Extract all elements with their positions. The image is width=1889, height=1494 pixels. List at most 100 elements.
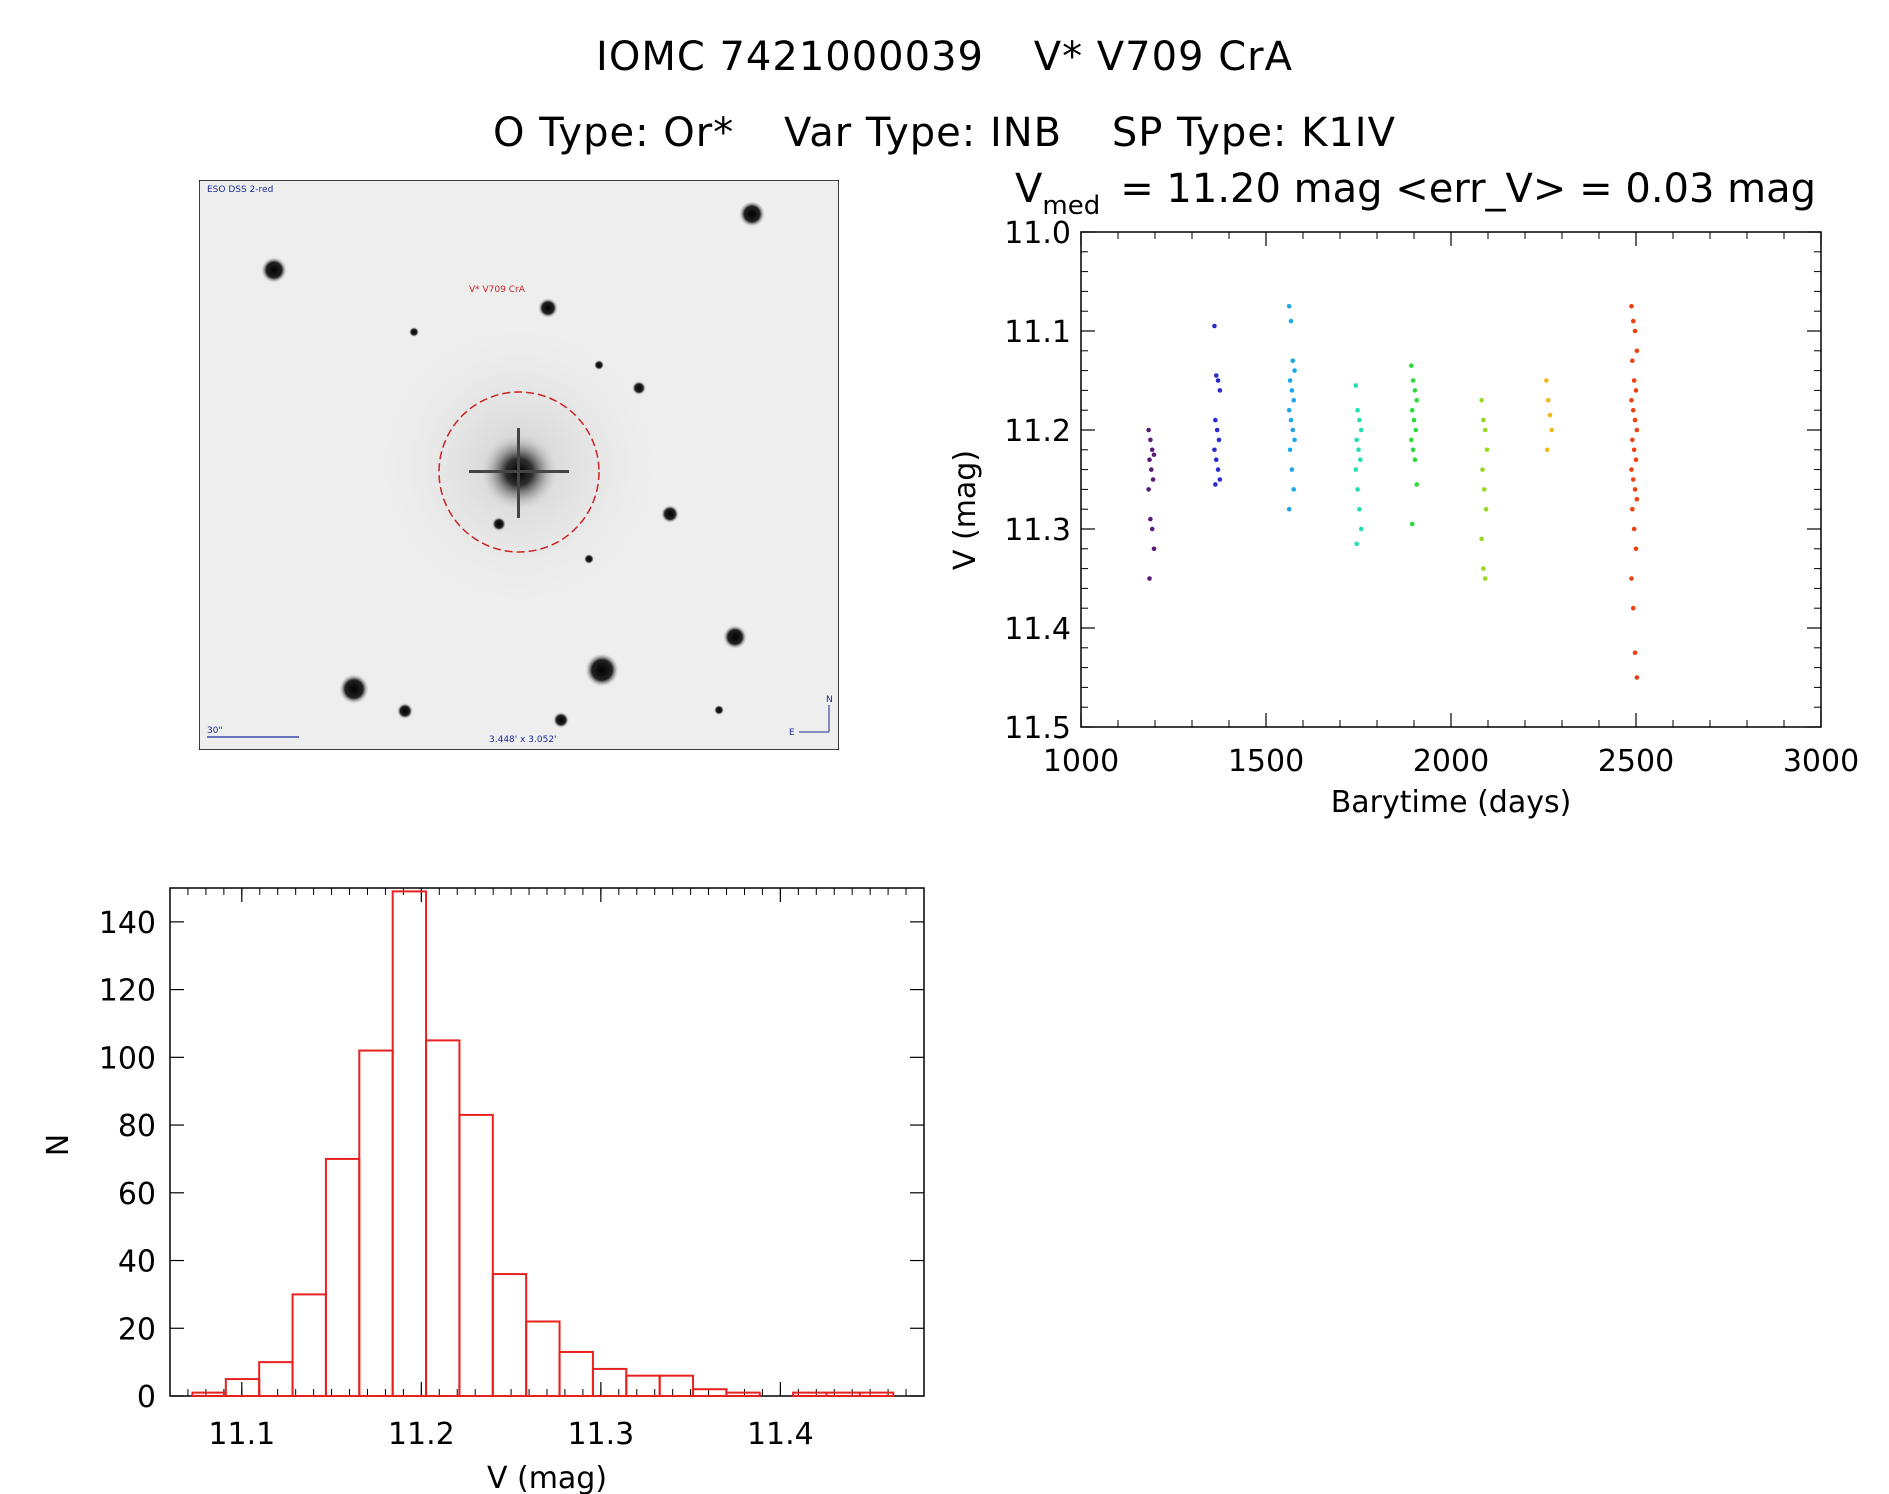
- lc-point: [1288, 417, 1294, 423]
- lc-point: [1633, 546, 1639, 552]
- lc-point: [1354, 541, 1359, 547]
- lc-point: [1409, 407, 1415, 413]
- hist-ytick-label: 140: [99, 906, 156, 941]
- compass-east: E: [789, 728, 795, 738]
- lc-ytick-label: 11.1: [1004, 315, 1071, 350]
- lc-point: [1357, 506, 1362, 512]
- lc-point: [1358, 526, 1364, 532]
- hist-ytick-label: 20: [118, 1312, 156, 1347]
- hist-ytick-label: 40: [118, 1245, 156, 1280]
- hist-bar: [458, 1113, 494, 1397]
- lc-point: [1215, 467, 1221, 472]
- compass-north: N: [826, 695, 833, 705]
- lc-point: [1147, 576, 1152, 581]
- lc-point: [1482, 487, 1487, 492]
- lc-point: [1544, 447, 1550, 453]
- hist-bar: [591, 1367, 628, 1397]
- hist-ytick-label: 0: [137, 1380, 156, 1415]
- survey-label: ESO DSS 2-red: [207, 185, 273, 195]
- lc-point: [1353, 383, 1359, 388]
- lc-point: [1545, 398, 1551, 403]
- lc-point: [1480, 467, 1485, 472]
- lc-point: [1358, 457, 1363, 463]
- light-curve-chart: Vmed = 11.20 mag <err_V> = 0.03 mag 1000 1…: [948, 166, 1859, 820]
- lc-point: [1289, 388, 1295, 393]
- lc-point: [1289, 467, 1295, 472]
- lc-point: [1482, 427, 1488, 433]
- lc-ytick-label: 11.3: [1004, 513, 1071, 548]
- lc-xlabel: Barytime (days): [1331, 785, 1572, 820]
- lc-point: [1292, 368, 1297, 373]
- lc-point: [1150, 477, 1156, 482]
- lc-point: [1357, 417, 1362, 423]
- lc-point: [1409, 521, 1415, 527]
- lc-point: [1213, 373, 1219, 378]
- lc-point: [1630, 318, 1636, 324]
- lc-point: [1151, 546, 1157, 552]
- hist-bar: [224, 1378, 261, 1397]
- hist-ytick-label: 100: [99, 1041, 156, 1076]
- lc-xtick-label: 1500: [1228, 744, 1304, 779]
- lc-title-rest: = 11.20 mag <err_V> = 0.03 mag: [1120, 166, 1816, 212]
- object-name: V* V709 CrA: [1033, 34, 1293, 80]
- lc-point: [1630, 358, 1635, 364]
- lc-point: [1216, 437, 1222, 443]
- lc-point: [1287, 378, 1293, 383]
- lc-point: [1353, 467, 1359, 472]
- lc-point: [1286, 407, 1292, 413]
- hist-bar: [491, 1273, 528, 1397]
- hist-xtick-label: 11.2: [388, 1417, 455, 1452]
- title-line-1: IOMC 7421000039 V* V709 CrA: [0, 34, 1889, 80]
- hist-xtick-label: 11.4: [747, 1417, 814, 1452]
- title-line-2: O Type: Or* Var Type: INB SP Type: K1IV: [0, 110, 1889, 156]
- lc-point: [1414, 398, 1419, 403]
- lc-title-v: V: [1015, 166, 1043, 212]
- lc-title: Vmed = 11.20 mag <err_V> = 0.03 mag: [1015, 166, 1816, 221]
- lc-point: [1629, 303, 1634, 309]
- target-star: [469, 428, 569, 518]
- lc-point: [1410, 447, 1416, 453]
- lc-ytick-label: 11.0: [1004, 216, 1071, 251]
- hist-bar: [258, 1361, 294, 1397]
- object-id: IOMC 7421000039: [596, 34, 984, 80]
- lc-point: [1484, 447, 1490, 453]
- lc-point: [1632, 417, 1638, 423]
- hist-xlabel: V (mag): [487, 1461, 607, 1494]
- lc-point: [1630, 477, 1636, 482]
- lc-point: [1634, 348, 1640, 354]
- lc-point: [1634, 427, 1640, 433]
- hist-bars: [191, 890, 895, 1398]
- lc-point: [1292, 437, 1297, 443]
- lc-ytick-label: 11.2: [1004, 414, 1071, 449]
- lc-point: [1217, 388, 1223, 393]
- lc-point: [1354, 437, 1359, 443]
- compass: N E: [789, 695, 833, 738]
- scale-label: 30": [207, 726, 223, 736]
- lc-point: [1544, 378, 1549, 383]
- lc-xtick-label: 3000: [1783, 744, 1859, 779]
- lc-point: [1409, 363, 1414, 368]
- hist-ytick-label: 120: [99, 974, 156, 1009]
- lc-point: [1355, 407, 1360, 413]
- lc-point: [1151, 452, 1157, 458]
- lc-point: [1483, 506, 1489, 512]
- lc-point: [1632, 328, 1638, 334]
- lc-point: [1291, 487, 1296, 492]
- hist-xtick-label: 11.1: [208, 1417, 275, 1452]
- lc-point: [1149, 467, 1154, 472]
- lc-point: [1629, 467, 1634, 472]
- lc-point: [1549, 427, 1555, 433]
- lc-point: [1287, 447, 1293, 453]
- lc-point: [1286, 303, 1292, 309]
- hist-bar: [291, 1293, 327, 1398]
- lc-point: [1217, 477, 1223, 482]
- hist-ylabel: N: [41, 1134, 76, 1156]
- lc-xtick-label: 2000: [1413, 744, 1489, 779]
- lc-data-points: [1146, 303, 1640, 680]
- lc-point: [1479, 536, 1484, 542]
- lc-xtick-label: 1000: [1043, 744, 1119, 779]
- hist-bar: [324, 1157, 361, 1398]
- lc-point: [1629, 398, 1634, 403]
- hist-bar: [425, 1039, 461, 1398]
